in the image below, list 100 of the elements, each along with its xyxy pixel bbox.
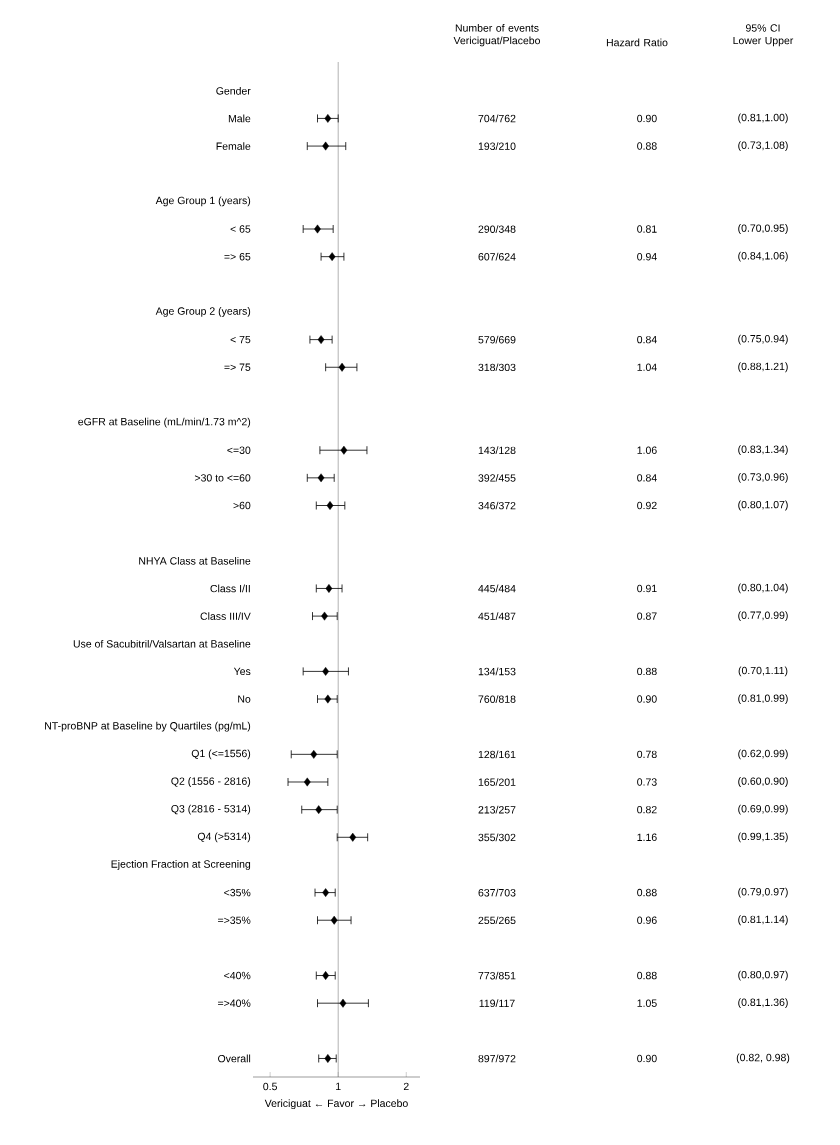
y-tick-label: => 75 <box>224 363 251 371</box>
text: (0.83,1.34) <box>738 445 788 456</box>
point <box>324 694 332 704</box>
text: (0.70,0.95) <box>738 224 788 234</box>
text: (0.80,1.04) <box>738 583 788 594</box>
text: 897/972 <box>478 1054 516 1063</box>
text: 193/210 <box>478 142 516 150</box>
y-tick-label: No <box>238 695 251 703</box>
text: 134/153 <box>478 667 516 676</box>
text: (0.99,1.35) <box>738 832 788 843</box>
y-tick-label: <35% <box>224 888 251 897</box>
text: 143/128 <box>478 446 516 455</box>
text: 213/257 <box>478 805 516 814</box>
text: (0.62,0.99) <box>738 749 788 760</box>
y-tick-label: Gender <box>216 86 251 95</box>
x-tick-label: 2 <box>403 1082 409 1091</box>
x-axis-title: Vericiguat ← Favor → Placebo <box>264 1099 408 1110</box>
text: (0.73,1.08) <box>738 141 788 151</box>
y-tick-label: < 65 <box>230 225 251 233</box>
text: (0.60,0.90) <box>738 777 788 787</box>
text: 0.88 <box>637 971 657 980</box>
x-tick-label: 0.5 <box>263 1082 277 1091</box>
point <box>326 501 334 510</box>
text: 0.90 <box>637 1054 657 1063</box>
text: 0.91 <box>637 584 657 593</box>
y-tick-label: =>35% <box>218 916 251 924</box>
y-tick-label: Class III/IV <box>200 612 251 620</box>
text: (0.77,0.99) <box>738 611 788 621</box>
text: (0.80,1.07) <box>738 500 788 511</box>
point <box>340 445 348 455</box>
text: 704/762 <box>478 114 516 123</box>
text: 0.78 <box>637 750 657 759</box>
text: (0.84,1.06) <box>738 251 788 262</box>
text: (0.70,1.11) <box>738 666 788 677</box>
text: 0.84 <box>637 474 657 482</box>
text: 355/302 <box>478 833 516 842</box>
text: (0.88,1.21) <box>738 362 788 373</box>
y-tick-label: Ejection Fraction at Screening <box>111 860 251 870</box>
text: 579/669 <box>478 335 516 344</box>
text: 95% CI Lower Upper <box>733 24 794 47</box>
point <box>328 252 336 262</box>
text: 165/201 <box>478 778 516 786</box>
text: 0.88 <box>637 667 657 676</box>
text: (0.82, 0.98) <box>736 1053 790 1064</box>
text: Hazard Ratio <box>606 38 668 47</box>
point <box>339 998 347 1008</box>
y-tick-label: Use of Sacubitril/Valsartan at Baseline <box>73 639 251 648</box>
text: Number of events Vericiguat/Placebo <box>453 24 541 47</box>
y-tick-label: Female <box>216 142 251 150</box>
text: 0.90 <box>637 114 657 123</box>
text: 346/372 <box>478 501 516 510</box>
text: 1.16 <box>637 833 657 842</box>
text: 637/703 <box>478 888 516 897</box>
text: 773/851 <box>478 971 516 980</box>
point <box>322 141 329 151</box>
text: (0.73,0.96) <box>738 472 788 483</box>
text: 1.06 <box>637 446 657 454</box>
text: 119/117 <box>479 999 515 1008</box>
x-tick-label: 1 <box>336 1082 341 1090</box>
point <box>324 114 332 123</box>
text: 0.81 <box>637 225 657 233</box>
text: 0.82 <box>637 805 657 814</box>
text: (0.81,1.36) <box>738 998 788 1009</box>
y-tick-label: => 65 <box>224 252 251 261</box>
text: 0.90 <box>637 695 657 703</box>
y-tick-label: Q2 (1556 - 2816) <box>171 777 251 787</box>
text: 1.04 <box>637 363 657 371</box>
point <box>310 749 318 759</box>
text: 0.96 <box>637 916 657 924</box>
y-tick-label: Class I/II <box>210 584 250 593</box>
point <box>322 888 329 897</box>
y-tick-label: NHYA Class at Baseline <box>139 556 251 565</box>
text: 255/265 <box>478 916 516 925</box>
point <box>321 611 328 621</box>
text: 607/624 <box>478 252 516 261</box>
text: (0.81,1.00) <box>738 113 788 124</box>
text: 128/161 <box>478 750 516 759</box>
y-tick-label: Q1 (<=1556) <box>191 749 251 760</box>
text: 0.88 <box>637 142 657 150</box>
y-tick-label: <40% <box>224 971 251 980</box>
point <box>317 473 325 483</box>
point <box>314 224 321 234</box>
text: 318/303 <box>478 363 516 372</box>
text: (0.75,0.94) <box>738 334 788 345</box>
y-tick-label: NT-proBNP at Baseline by Quartiles (pg/mL) <box>45 721 251 732</box>
text: 0.87 <box>637 612 657 620</box>
y-tick-label: Age Group 2 (years) <box>155 307 251 317</box>
point <box>324 1054 332 1063</box>
text: (0.69,0.99) <box>738 804 788 815</box>
text: (0.81,1.14) <box>738 915 788 926</box>
y-tick-label: Q3 (2816 - 5314) <box>171 804 251 815</box>
y-tick-label: Age Group 1 (years) <box>155 196 251 207</box>
y-tick-label: Male <box>228 114 251 123</box>
y-tick-label: =>40% <box>218 999 251 1007</box>
point <box>338 362 346 372</box>
text: 290/348 <box>478 225 516 233</box>
text: 0.73 <box>637 778 657 786</box>
point <box>330 915 338 925</box>
y-tick-label: Overall <box>218 1054 251 1063</box>
point <box>322 667 329 676</box>
